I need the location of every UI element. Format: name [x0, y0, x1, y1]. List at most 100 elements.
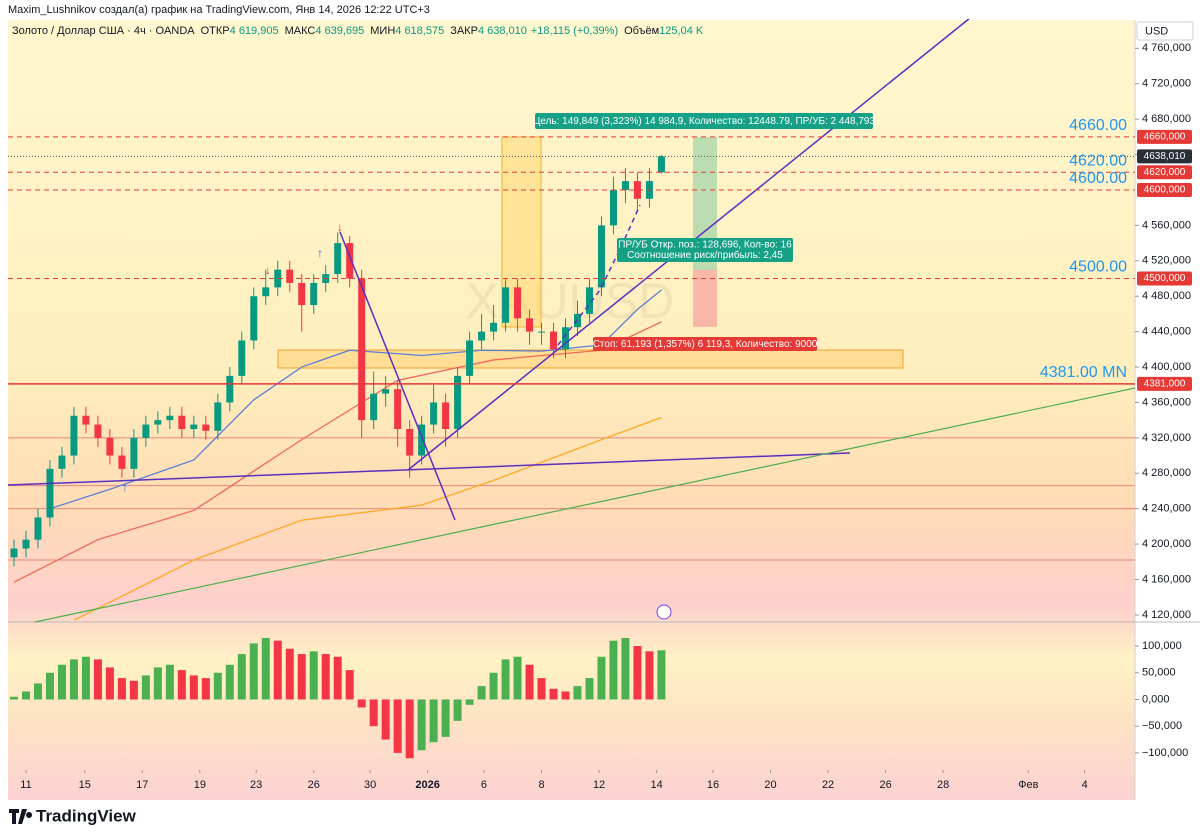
- candle-body: [538, 331, 546, 333]
- label: МИН: [370, 25, 395, 37]
- candle-body: [130, 437, 138, 469]
- candle-body: [430, 402, 438, 425]
- level-label: 4381.00 MN: [1040, 364, 1127, 381]
- x-tick-label: Фев: [1018, 779, 1038, 791]
- candle-body: [657, 156, 665, 173]
- candle-body: [106, 437, 114, 456]
- x-tick-label: 15: [79, 779, 91, 791]
- candle-body: [238, 340, 246, 376]
- watermark: XAUUSD: [466, 273, 674, 329]
- oscillator-bar: [489, 672, 498, 700]
- oscillator-bar: [573, 686, 582, 700]
- x-tick-label: 23: [250, 779, 262, 791]
- brand-logo: [9, 809, 33, 824]
- level-badge-label: 4600,000: [1144, 185, 1186, 196]
- candle-body: [370, 393, 378, 421]
- position-label: Соотношение риск/прибыль: 2,45: [627, 249, 783, 261]
- candle-body: [274, 269, 282, 288]
- level-badge-label: 4620,000: [1144, 167, 1186, 178]
- candle-body: [418, 424, 426, 456]
- oscillator-bar: [621, 638, 630, 700]
- candle-body: [406, 429, 414, 456]
- oscillator-bar: [225, 664, 234, 700]
- label: ОТКР: [201, 25, 230, 37]
- y-tick-label: 4 760,000: [1142, 42, 1191, 54]
- y-tick-label: 4 280,000: [1142, 467, 1191, 479]
- level-label: 4660.00: [1069, 117, 1127, 134]
- target-label-bg: [535, 113, 873, 129]
- oscillator-bar: [261, 638, 270, 700]
- candle-body: [478, 331, 486, 341]
- signal-arrow: ↑: [122, 480, 128, 494]
- candle-body: [633, 181, 641, 199]
- x-tick-label: 26: [879, 779, 891, 791]
- oscillator-bar: [453, 699, 462, 721]
- value: 125,04 K: [659, 25, 704, 37]
- event-icon[interactable]: [656, 604, 672, 620]
- y2-tick-label: 100,000: [1142, 640, 1182, 652]
- oscillator-bar: [309, 651, 318, 700]
- oscillator-bar: [585, 678, 594, 700]
- value: 4 618,575: [395, 25, 444, 37]
- y-tick-label: 4 120,000: [1142, 609, 1191, 621]
- oscillator-bar: [369, 699, 378, 727]
- change: +18,115 (+0,39%): [531, 25, 618, 37]
- candle-body: [358, 278, 366, 421]
- candle-body: [22, 539, 30, 549]
- oscillator-bar: [153, 667, 162, 700]
- level-badge-label: 4660,000: [1144, 131, 1186, 142]
- value: 4 638,010: [478, 25, 527, 37]
- stop-zone: [693, 270, 717, 327]
- level-badge-label: 4381,000: [1144, 378, 1186, 389]
- oscillator-bar: [297, 654, 306, 700]
- candle-body: [34, 517, 42, 540]
- y-tick-label: 4 240,000: [1142, 503, 1191, 515]
- oscillator-bar: [633, 646, 642, 700]
- oscillator-bar: [465, 699, 474, 705]
- candle-body: [562, 327, 570, 350]
- y-tick-label: 4 440,000: [1142, 326, 1191, 338]
- level-badge: [1137, 165, 1192, 180]
- candle-body: [526, 318, 534, 332]
- candle-body: [346, 243, 354, 279]
- label: ЗАКР: [450, 25, 478, 37]
- label: МАКС: [285, 25, 316, 37]
- oscillator-bar: [117, 678, 126, 700]
- y-tick-label: 4 720,000: [1142, 78, 1191, 90]
- level-label: 4620.00: [1069, 152, 1127, 169]
- footer: [0, 800, 1200, 839]
- oscillator-bar: [129, 680, 138, 700]
- level-label: 4600.00: [1069, 170, 1127, 187]
- oscillator-bar: [105, 667, 114, 700]
- x-tick-label: 30: [364, 779, 376, 791]
- oscillator-bar: [429, 699, 438, 743]
- candle-body: [502, 287, 510, 323]
- oscillator-bar: [141, 675, 150, 700]
- candle-body: [550, 331, 558, 350]
- y-tick-label: 4 160,000: [1142, 573, 1191, 585]
- currency-box[interactable]: [1136, 21, 1194, 41]
- oscillator-bar: [357, 699, 366, 708]
- oscillator-bar: [609, 640, 618, 700]
- signal-arrow: ↓: [265, 263, 271, 277]
- candle-body: [286, 269, 294, 283]
- candle-body: [250, 296, 258, 341]
- oscillator-bar: [537, 678, 546, 700]
- candle-body: [58, 455, 66, 469]
- x-tick-label: 20: [764, 779, 776, 791]
- level-badge: [1137, 182, 1192, 197]
- oscillator-bar: [81, 656, 90, 700]
- oscillator-bar: [549, 688, 558, 700]
- trend-line: [7, 452, 851, 486]
- x-tick-label: 8: [538, 779, 544, 791]
- y2-tick-label: 0,000: [1142, 693, 1170, 705]
- currency: USD: [1145, 25, 1168, 37]
- oscillator-bar: [513, 656, 522, 700]
- y-tick-label: 4 400,000: [1142, 361, 1191, 373]
- stop-label-bg: [593, 337, 817, 351]
- candle-body: [190, 424, 198, 430]
- candle-body: [597, 225, 605, 288]
- position-label-bg: [617, 238, 793, 262]
- level-badge: [1137, 376, 1192, 391]
